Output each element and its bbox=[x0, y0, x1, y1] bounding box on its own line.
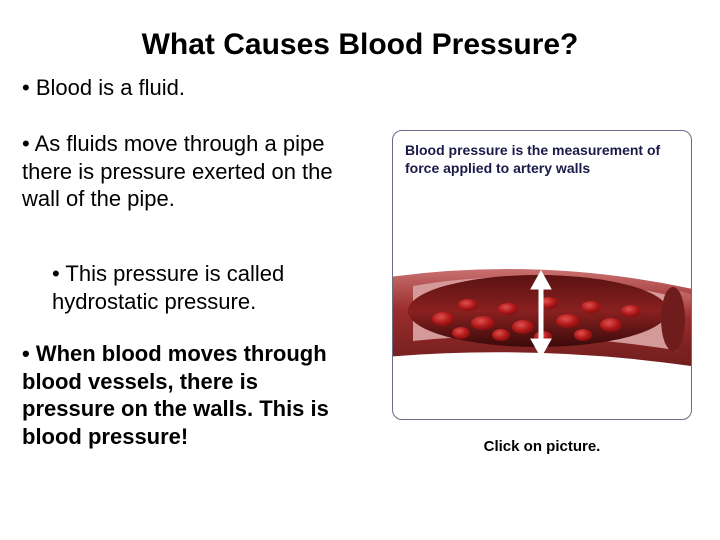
artery-illustration bbox=[392, 241, 692, 391]
figure-top-caption: Blood pressure is the measurement of for… bbox=[393, 131, 691, 183]
bullet-3: • This pressure is called hydrostatic pr… bbox=[52, 260, 362, 315]
artery-figure[interactable]: Blood pressure is the measurement of for… bbox=[392, 130, 692, 420]
slide-title: What Causes Blood Pressure? bbox=[0, 0, 720, 68]
bullet-1: • Blood is a fluid. bbox=[22, 74, 362, 102]
bullet-4: • When blood moves through blood vessels… bbox=[22, 340, 332, 450]
figure-container: Blood pressure is the measurement of for… bbox=[392, 130, 692, 420]
bullet-2: • As fluids move through a pipe there is… bbox=[22, 130, 362, 213]
figure-click-caption: Click on picture. bbox=[392, 438, 692, 455]
